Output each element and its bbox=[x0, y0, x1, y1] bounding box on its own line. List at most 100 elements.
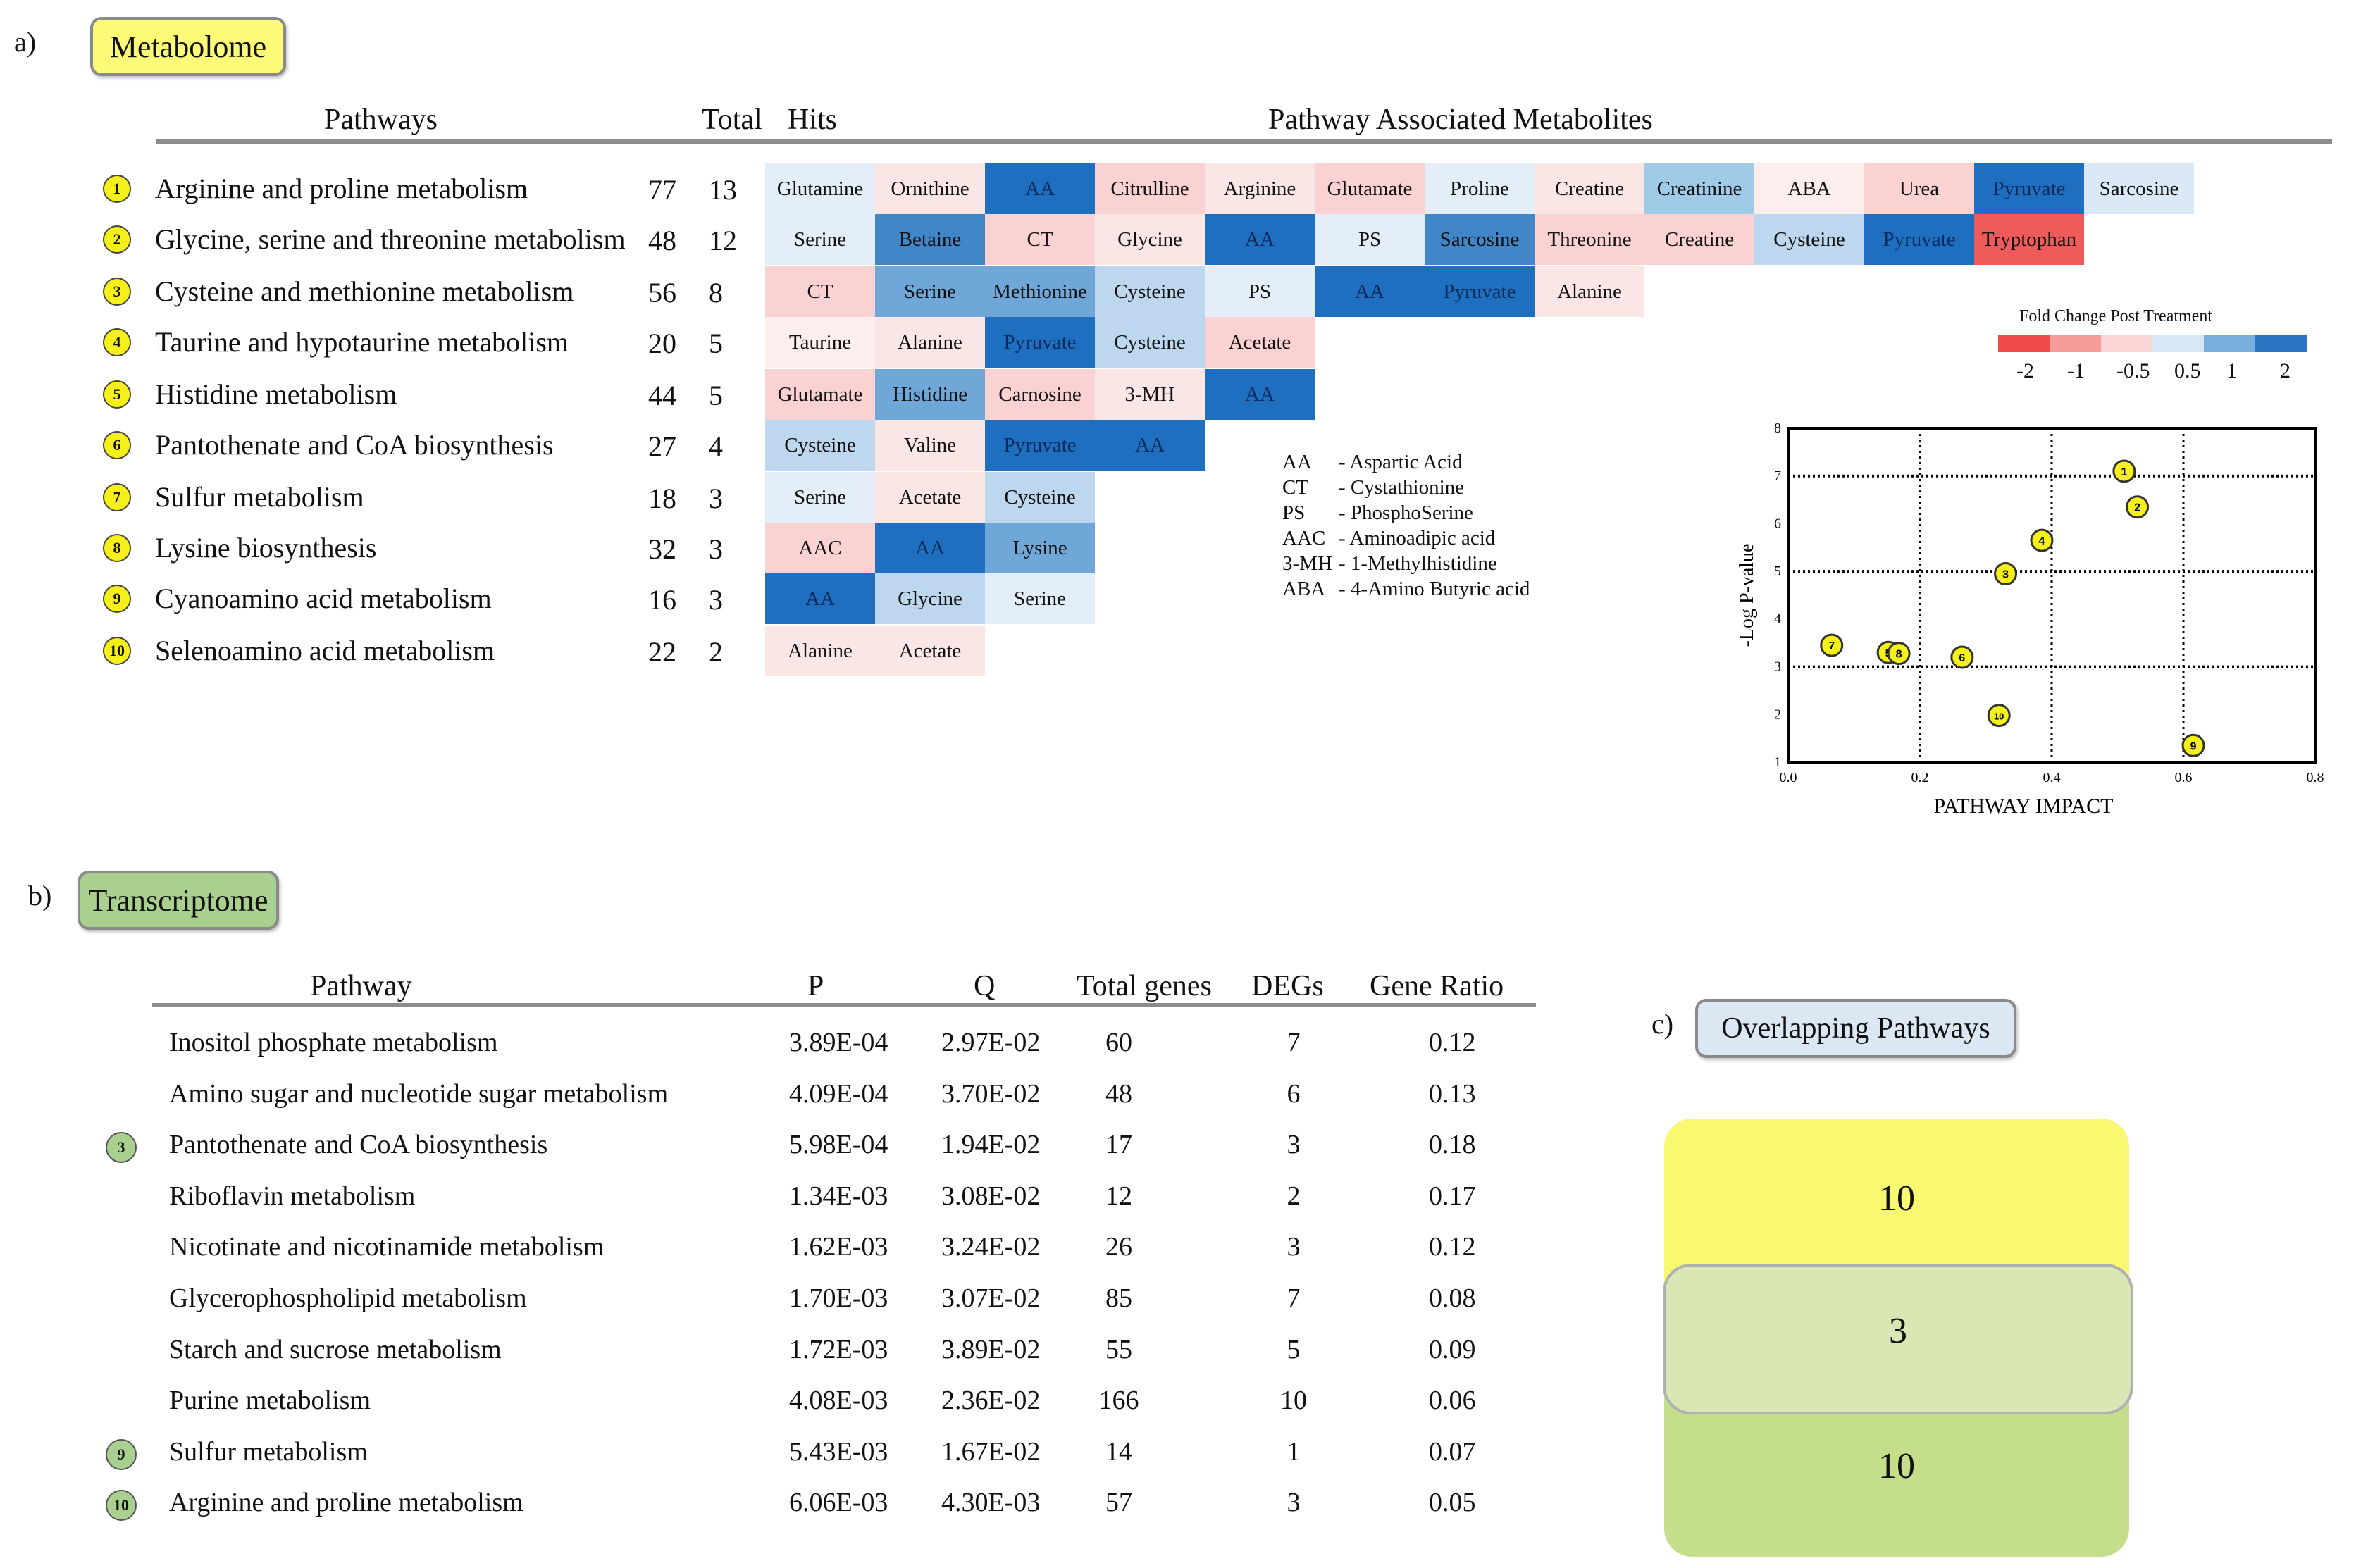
pathway-name: Arginine and proline metabolism bbox=[155, 173, 528, 204]
x-tick-label: 0.6 bbox=[2175, 770, 2193, 785]
scatter-point-label: 1 bbox=[2121, 466, 2127, 478]
metabolome-header-rule bbox=[156, 139, 2332, 144]
pathway-hits: 13 bbox=[709, 174, 737, 206]
scatter-point bbox=[1950, 645, 1974, 669]
x-axis-label: PATHWAY IMPACT bbox=[1934, 795, 2114, 818]
metabolite-cell: Valine bbox=[875, 420, 985, 471]
scatter-point-label: 4 bbox=[2039, 535, 2045, 547]
pathway-total: 27 bbox=[648, 430, 676, 462]
metabolite-cell: Glutamine bbox=[765, 163, 875, 214]
transcriptome-title-badge: Transcriptome bbox=[78, 871, 279, 930]
abbreviation-code: ABA bbox=[1282, 578, 1326, 600]
pathway-number-badge: 10 bbox=[103, 637, 131, 665]
metabolite-cell: Cysteine bbox=[1095, 266, 1205, 317]
q-value: 1.67E-02 bbox=[941, 1436, 1041, 1467]
pathway-total: 16 bbox=[648, 584, 676, 616]
q-header: Q bbox=[974, 970, 996, 1002]
degs-count: 3 bbox=[1287, 1232, 1301, 1262]
transcriptome-pathway-name: Sulfur metabolism bbox=[169, 1436, 368, 1467]
metabolite-cell: Taurine bbox=[765, 317, 875, 368]
panel-a-letter: a) bbox=[14, 26, 37, 58]
scatter-point bbox=[1887, 642, 1911, 666]
pathway-number-badge: 1 bbox=[103, 175, 131, 203]
p-value: 1.70E-03 bbox=[789, 1283, 888, 1313]
gene-ratio: 0.13 bbox=[1429, 1078, 1476, 1109]
y-tick-label: 5 bbox=[1774, 564, 1781, 579]
legend-label: -0.5 bbox=[2116, 359, 2150, 382]
metabolite-cell: PS bbox=[1205, 266, 1315, 317]
transcriptome-pathway-name: Inositol phosphate metabolism bbox=[169, 1028, 498, 1057]
degs-count: 7 bbox=[1287, 1283, 1301, 1313]
transcriptome-pathway-name: Riboflavin metabolism bbox=[169, 1181, 416, 1211]
x-tick-label: 0.8 bbox=[2307, 770, 2324, 785]
total-genes: 166 bbox=[1098, 1386, 1139, 1416]
metabolite-cell: Urea bbox=[1864, 163, 1974, 214]
y-axis-label: -Log P-value bbox=[1736, 544, 1758, 647]
gene-ratio: 0.12 bbox=[1429, 1028, 1476, 1057]
degs-count: 5 bbox=[1287, 1334, 1301, 1364]
metabolite-cell: PS bbox=[1315, 214, 1425, 265]
pathway-number-badge: 3 bbox=[103, 278, 131, 306]
q-value: 2.36E-02 bbox=[941, 1386, 1041, 1416]
venn-metabolome-count: 10 bbox=[1878, 1178, 1915, 1219]
degs-count: 3 bbox=[1287, 1488, 1301, 1518]
legend-label: -1 bbox=[2067, 359, 2085, 382]
pathway-number-badge: 4 bbox=[103, 328, 131, 356]
p-header: P bbox=[807, 970, 824, 1002]
metabolite-cell: AA bbox=[1095, 420, 1205, 471]
metabolite-cell: Alanine bbox=[765, 626, 875, 676]
pathway-total: 18 bbox=[648, 483, 676, 514]
q-value: 3.24E-02 bbox=[941, 1232, 1041, 1262]
metabolite-cell: Pyruvate bbox=[1425, 266, 1535, 317]
metabolite-cell: Glycine bbox=[875, 573, 985, 624]
panel-b-letter: b) bbox=[28, 880, 52, 911]
metabolite-cell: Serine bbox=[875, 266, 985, 317]
y-tick-label: 4 bbox=[1774, 611, 1781, 627]
venn-overlap-box: 3 bbox=[1663, 1264, 2133, 1414]
transcriptome-pathway-name: Amino sugar and nucleotide sugar metabol… bbox=[169, 1078, 669, 1109]
p-value: 1.62E-03 bbox=[789, 1232, 888, 1262]
pathway-name: Taurine and hypotaurine metabolism bbox=[155, 326, 569, 358]
transcriptome-pathway-name: Nicotinate and nicotinamide metabolism bbox=[169, 1232, 605, 1262]
legend-color-swatch bbox=[2152, 335, 2204, 352]
abbreviation-definition: - Aspartic Acid bbox=[1339, 451, 1463, 473]
scatter-point-label: 3 bbox=[2002, 569, 2009, 581]
gene-ratio: 0.09 bbox=[1429, 1334, 1476, 1364]
metabolite-cell: AA bbox=[765, 573, 875, 624]
metabolite-cell: Pyruvate bbox=[1974, 163, 2084, 214]
metabolite-cell: Alanine bbox=[1535, 266, 1644, 317]
pathway-total: 32 bbox=[648, 533, 676, 565]
metabolite-cell: Pyruvate bbox=[985, 420, 1095, 471]
gene-ratio: 0.08 bbox=[1429, 1283, 1476, 1313]
pathway-number-badge: 2 bbox=[103, 225, 131, 254]
scatter-point bbox=[1820, 633, 1844, 657]
x-tick-label: 0.4 bbox=[2043, 770, 2061, 785]
pathway-name: Sulfur metabolism bbox=[155, 481, 364, 513]
metabolite-cell: Glutamate bbox=[1315, 163, 1425, 214]
metabolite-cell: AA bbox=[985, 163, 1095, 214]
pathway-hits: 5 bbox=[709, 380, 723, 411]
pathway-hits: 8 bbox=[709, 277, 723, 309]
pathway-hits: 4 bbox=[709, 430, 723, 462]
p-value: 1.34E-03 bbox=[789, 1181, 888, 1211]
total-genes: 57 bbox=[1105, 1488, 1132, 1518]
q-value: 3.07E-02 bbox=[941, 1283, 1041, 1313]
metabolite-cell: Pyruvate bbox=[1864, 214, 1974, 265]
total-header: Total bbox=[702, 104, 762, 136]
metabolite-cell: Serine bbox=[985, 573, 1095, 624]
metabolite-cell: AAC bbox=[765, 523, 875, 573]
pathway-impact-scatter-plot: 0.0 0.2 0.4 0.6 0.8 1 2 3 4 5 6 7 8 PATHWAY IMPACT -Lo… bbox=[1736, 421, 2324, 818]
gene-ratio: 0.12 bbox=[1429, 1232, 1476, 1262]
metabolite-cell: ABA bbox=[1754, 163, 1864, 214]
metabolite-cell: Methionine bbox=[985, 266, 1095, 317]
total-genes: 85 bbox=[1105, 1283, 1132, 1313]
metabolite-cell: Proline bbox=[1425, 163, 1535, 214]
p-value: 3.89E-04 bbox=[789, 1028, 888, 1057]
degs-count: 2 bbox=[1287, 1181, 1301, 1211]
metabolite-cell: Cysteine bbox=[985, 472, 1095, 523]
metabolite-cell: Cysteine bbox=[1754, 214, 1864, 265]
gene-ratio: 0.18 bbox=[1429, 1130, 1476, 1160]
abbreviation-code: AAC bbox=[1282, 527, 1326, 549]
metabolite-cell: Acetate bbox=[875, 472, 985, 523]
pathways-header: Pathways bbox=[324, 104, 438, 136]
